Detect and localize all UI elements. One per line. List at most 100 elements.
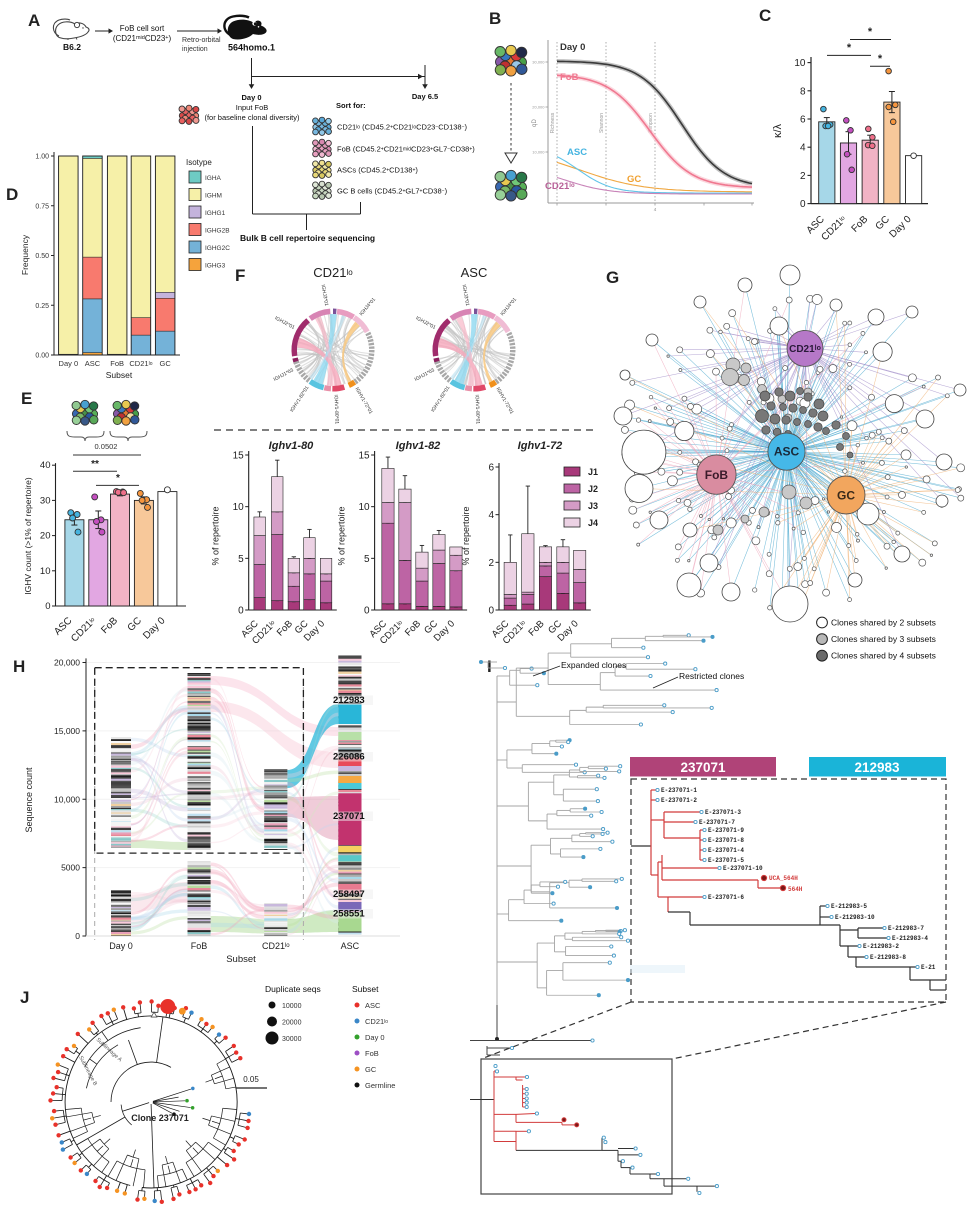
svg-text:258551: 258551 <box>333 909 365 920</box>
svg-text:Retro-orbital: Retro-orbital <box>182 37 221 44</box>
svg-text:G: G <box>606 268 619 287</box>
svg-text:Clones shared by 3 subsets: Clones shared by 3 subsets <box>831 634 936 644</box>
svg-text:Subset: Subset <box>106 370 133 380</box>
svg-text:FoB cell sort: FoB cell sort <box>120 24 165 33</box>
svg-text:Day 6.5: Day 6.5 <box>412 92 438 101</box>
svg-text:*: * <box>868 26 873 38</box>
svg-text:CD21lo: CD21lo <box>365 1017 388 1026</box>
svg-text:15: 15 <box>233 451 245 462</box>
svg-text:IGHA: IGHA <box>205 175 222 182</box>
svg-text:212983: 212983 <box>333 695 365 706</box>
svg-text:E-212983-4: E-212983-4 <box>892 935 928 942</box>
svg-text:Ighv1-72: Ighv1-72 <box>518 440 563 452</box>
svg-text:IGHV count (>1% of repertoire): IGHV count (>1% of repertoire) <box>23 477 33 595</box>
svg-text:CD21lo: CD21lo <box>262 941 290 951</box>
svg-text:564homo.1: 564homo.1 <box>228 43 275 53</box>
svg-text:FoB (CD45.2+CD21midCD23+GL7−CD: FoB (CD45.2+CD21midCD23+GL7−CD38+) <box>337 145 475 154</box>
svg-text:injection: injection <box>182 46 208 53</box>
svg-text:0.0502: 0.0502 <box>95 442 118 451</box>
svg-text:GC: GC <box>837 489 855 503</box>
svg-text:15: 15 <box>358 451 370 462</box>
svg-text:IGHM: IGHM <box>205 193 222 200</box>
svg-text:2: 2 <box>488 558 494 569</box>
svg-text:E-237071-6: E-237071-6 <box>708 894 744 901</box>
svg-text:Day 0: Day 0 <box>109 941 133 951</box>
svg-text:CD21lo: CD21lo <box>789 344 821 355</box>
svg-text:E-237071-7: E-237071-7 <box>699 819 735 826</box>
svg-text:qD: qD <box>532 118 538 126</box>
svg-text:IGHG2C: IGHG2C <box>205 245 230 252</box>
svg-text:IGHJ3*01: IGHJ3*01 <box>461 284 471 307</box>
svg-text:Ighv1-80: Ighv1-80 <box>269 440 315 452</box>
svg-text:E: E <box>21 389 32 408</box>
svg-text:Isotype: Isotype <box>186 158 212 167</box>
svg-text:5: 5 <box>238 554 244 565</box>
svg-text:20000: 20000 <box>282 1020 302 1027</box>
svg-text:20,000: 20,000 <box>54 658 80 668</box>
svg-text:F: F <box>235 266 245 285</box>
svg-text:E-237071-8: E-237071-8 <box>708 837 744 844</box>
svg-text:κ/λ: κ/λ <box>772 123 784 138</box>
svg-text:IGHJ3*01: IGHJ3*01 <box>320 284 330 307</box>
svg-text:J3: J3 <box>588 501 598 511</box>
svg-text:*: * <box>116 473 120 484</box>
svg-text:0: 0 <box>800 199 806 210</box>
svg-text:E-212983-5: E-212983-5 <box>831 903 867 910</box>
svg-text:E-237071-10: E-237071-10 <box>723 865 763 872</box>
svg-text:E-237071-9: E-237071-9 <box>708 827 744 834</box>
svg-text:ASC: ASC <box>567 147 587 158</box>
svg-text:564H: 564H <box>788 886 803 893</box>
svg-text:40: 40 <box>40 460 51 471</box>
svg-text:E-21: E-21 <box>921 964 936 971</box>
svg-text:237071: 237071 <box>333 811 365 822</box>
svg-text:4: 4 <box>654 207 657 212</box>
svg-text:Sequence count: Sequence count <box>24 767 34 833</box>
svg-text:% of repertoire: % of repertoire <box>211 506 221 565</box>
svg-text:E-237071-5: E-237071-5 <box>708 857 744 864</box>
svg-text:10: 10 <box>233 502 245 513</box>
svg-text:5: 5 <box>364 554 370 565</box>
svg-text:*: * <box>847 42 852 54</box>
svg-text:Frequency: Frequency <box>20 234 30 275</box>
svg-text:FoB: FoB <box>705 468 729 482</box>
svg-text:I: I <box>487 657 492 676</box>
svg-text:CD21lo: CD21lo <box>545 181 575 192</box>
svg-text:Germline: Germline <box>365 1081 395 1090</box>
svg-text:Clones shared by 2 subsets: Clones shared by 2 subsets <box>831 618 936 628</box>
svg-text:10,000: 10,000 <box>54 794 80 804</box>
svg-text:(for baseline clonal diversity: (for baseline clonal diversity) <box>204 113 300 122</box>
svg-text:226086: 226086 <box>333 752 365 763</box>
svg-text:Simpson: Simpson <box>648 113 654 133</box>
svg-text:% of repertoire: % of repertoire <box>337 506 347 565</box>
svg-text:30000: 30000 <box>282 1036 302 1043</box>
svg-text:ASC: ASC <box>461 265 488 280</box>
svg-text:0: 0 <box>488 606 494 617</box>
svg-text:D: D <box>6 185 18 204</box>
svg-text:0: 0 <box>364 606 370 617</box>
svg-text:10000: 10000 <box>282 1003 302 1010</box>
svg-text:10,000: 10,000 <box>532 150 545 155</box>
svg-text:H: H <box>13 657 25 676</box>
svg-text:Richness: Richness <box>550 112 556 133</box>
svg-text:GC B cells (CD45.2+GL7+CD38−): GC B cells (CD45.2+GL7+CD38−) <box>337 187 448 196</box>
svg-text:Day 0: Day 0 <box>59 359 79 368</box>
svg-text:IGHV1-80*01: IGHV1-80*01 <box>333 394 340 424</box>
svg-text:0: 0 <box>45 601 50 612</box>
svg-text:E-212983-2: E-212983-2 <box>863 943 899 950</box>
svg-text:J2: J2 <box>588 484 598 494</box>
svg-text:GC: GC <box>627 174 641 185</box>
svg-text:258497: 258497 <box>333 889 365 900</box>
svg-text:2: 2 <box>800 171 806 182</box>
svg-text:8: 8 <box>800 86 806 97</box>
svg-text:15,000: 15,000 <box>54 726 80 736</box>
svg-text:E-237071-4: E-237071-4 <box>708 847 744 854</box>
svg-text:ASC: ASC <box>85 359 101 368</box>
svg-text:4: 4 <box>488 510 494 521</box>
svg-text:IGHG3: IGHG3 <box>205 263 226 270</box>
svg-text:Ighv1-82: Ighv1-82 <box>396 440 441 452</box>
svg-text:20: 20 <box>40 531 51 542</box>
svg-text:10: 10 <box>794 58 806 69</box>
svg-text:**: ** <box>91 459 99 470</box>
svg-text:Expanded clones: Expanded clones <box>561 660 626 670</box>
svg-text:0: 0 <box>75 931 80 941</box>
